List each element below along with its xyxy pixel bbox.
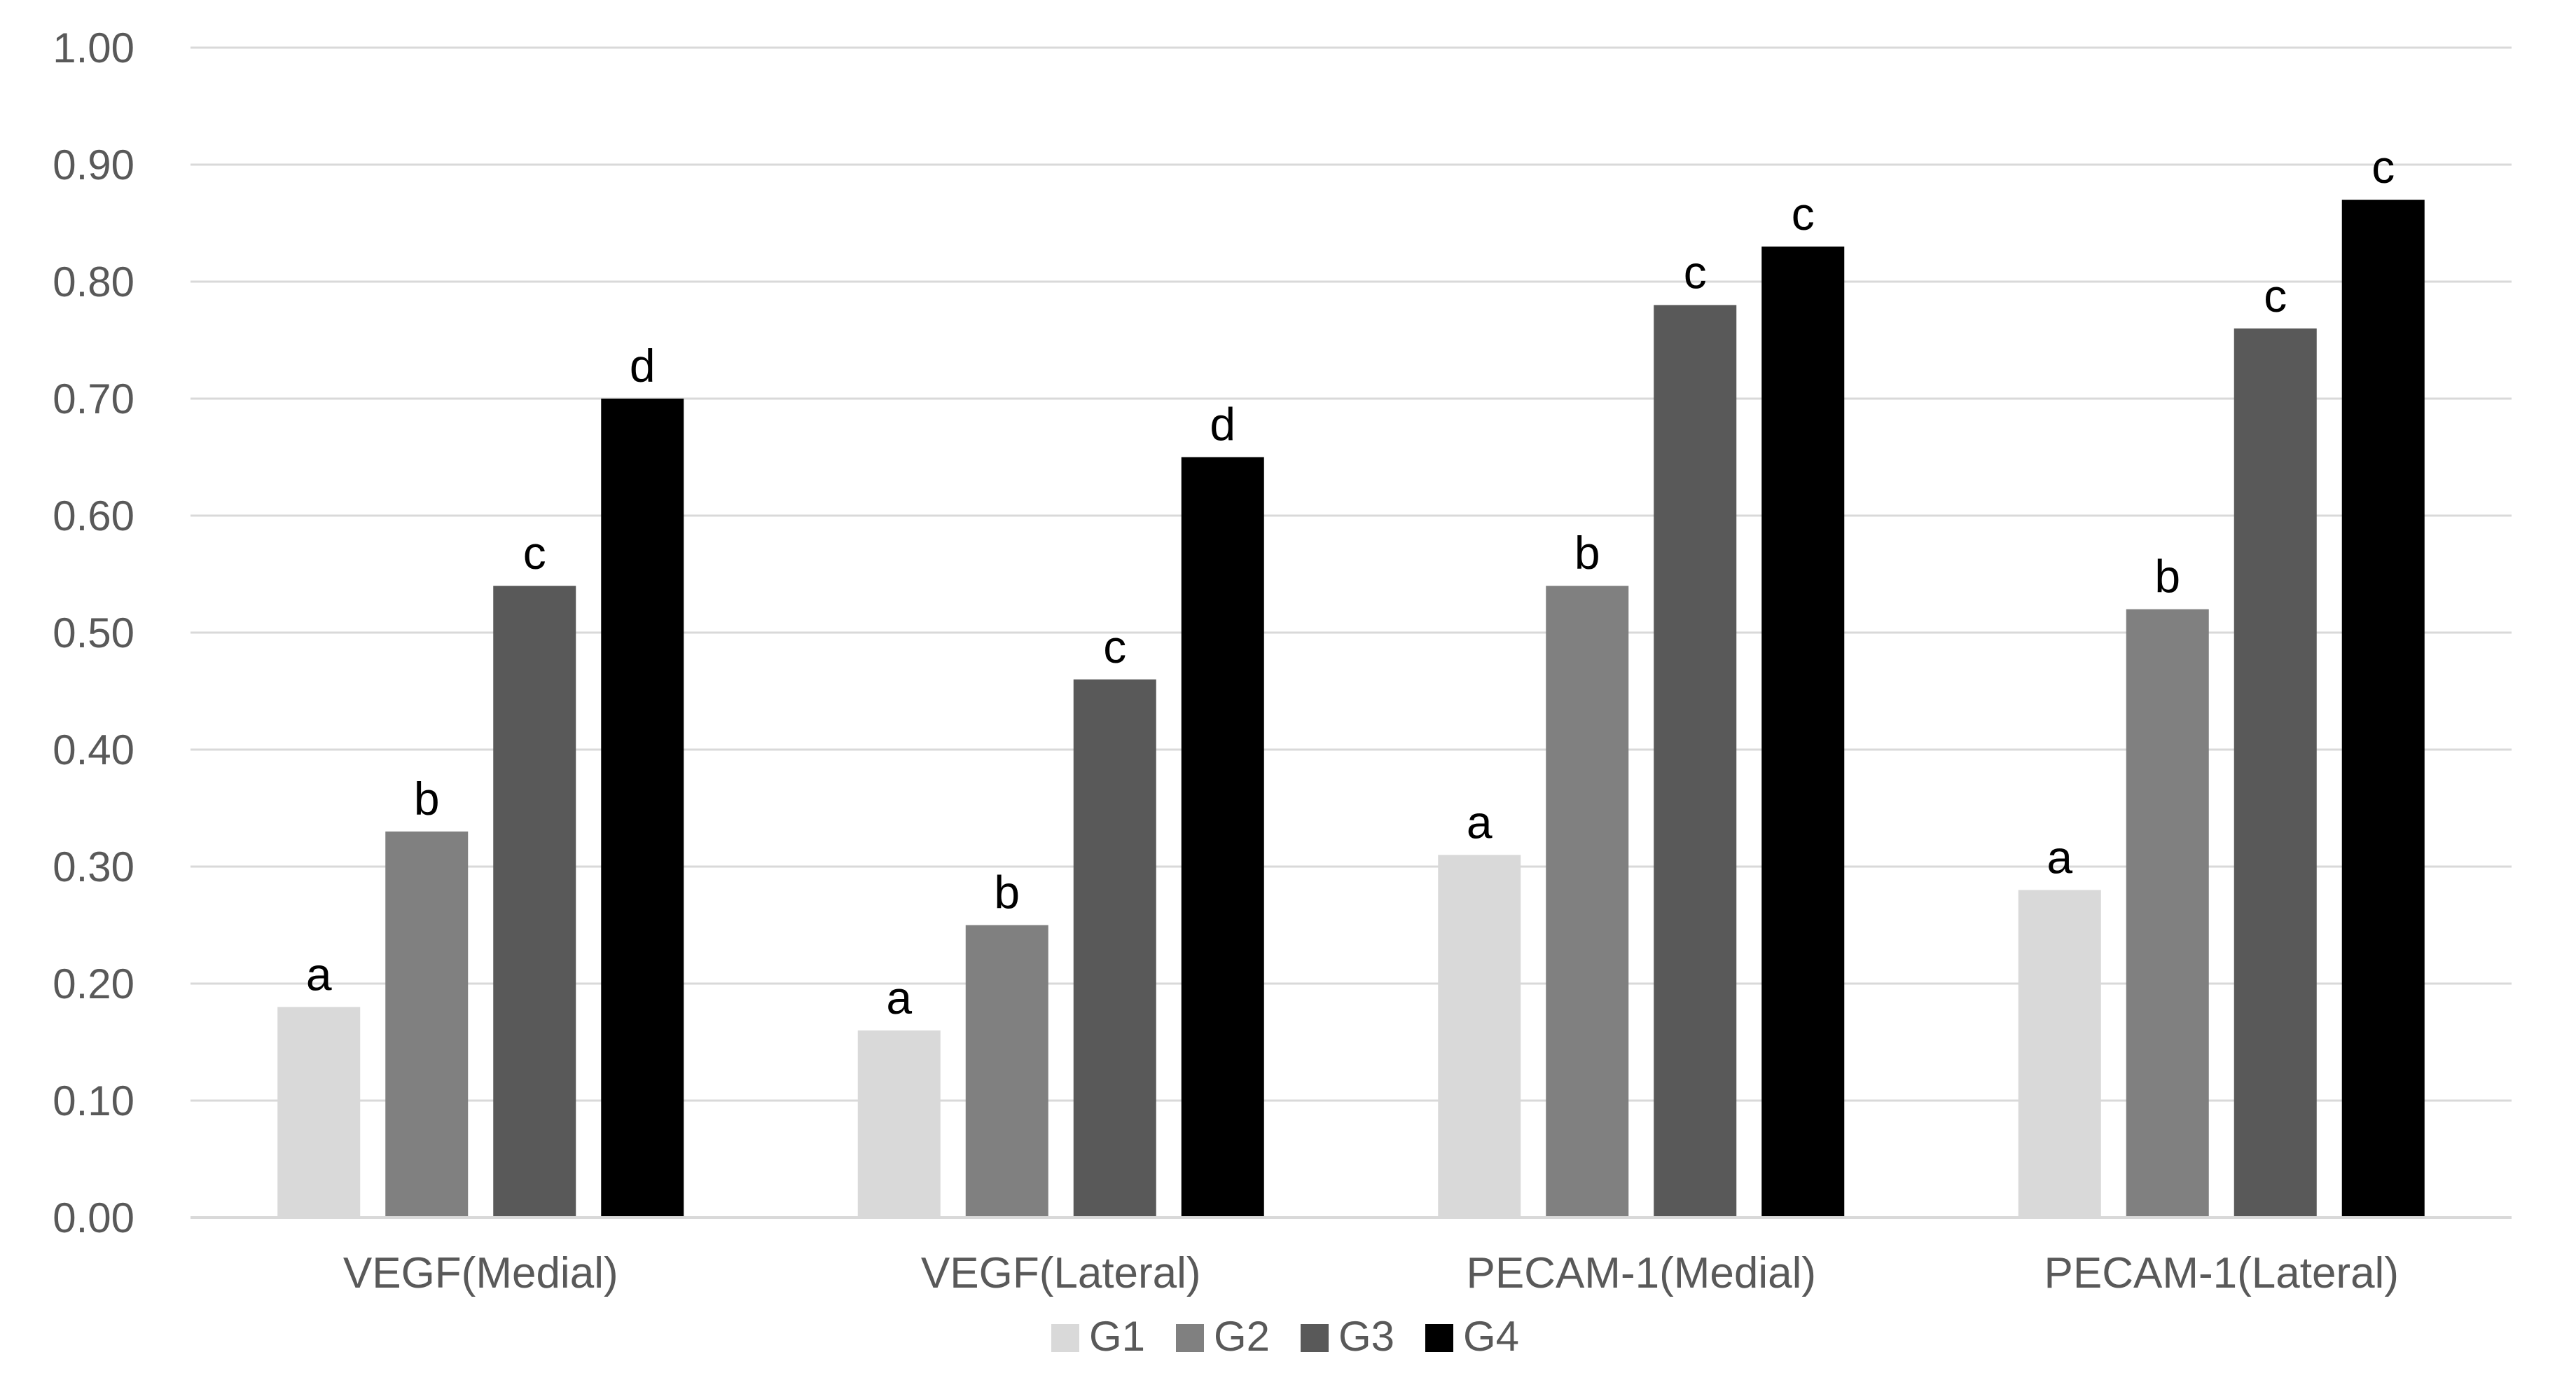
data-label-g4-4: c (2371, 141, 2395, 193)
x-category-label: VEGF(Medial) (343, 1249, 618, 1297)
legend-label-g2: G2 (1214, 1313, 1270, 1360)
x-category-label: PECAM-1(Medial) (1466, 1249, 1816, 1297)
bar-g1-4 (2018, 890, 2101, 1218)
legend-swatch-g1 (1051, 1324, 1079, 1352)
y-tick-label: 0.20 (53, 960, 134, 1007)
bar-g1-2 (857, 1030, 941, 1218)
bar-g4-2 (1181, 457, 1264, 1218)
data-label-g4-1: d (630, 340, 656, 392)
bar-g4-1 (601, 399, 684, 1218)
y-axis-tick-labels: 0.00 0.10 0.20 0.30 0.40 0.50 0.60 0.70 0.80 0.90… (53, 25, 134, 1241)
legend-label-g1: G1 (1089, 1313, 1145, 1360)
legend-swatch-g4 (1425, 1324, 1453, 1352)
data-label-g1-3: a (1467, 796, 1493, 848)
data-labels: a b c d a b c d a b c c a b c c (306, 141, 2395, 1024)
bar-g2-2 (965, 925, 1048, 1218)
data-label-g3-3: c (1684, 246, 1707, 298)
bar-g3-2 (1073, 679, 1156, 1218)
bar-g1-3 (1438, 855, 1521, 1218)
data-label-g3-4: c (2264, 270, 2287, 322)
data-label-g3-1: c (523, 527, 546, 579)
bar-g1-1 (277, 1007, 361, 1218)
y-tick-label: 0.90 (53, 142, 134, 188)
x-axis-category-labels: VEGF(Medial) VEGF(Lateral) PECAM-1(Medial)… (343, 1249, 2399, 1297)
x-category-label: PECAM-1(Lateral) (2044, 1249, 2399, 1297)
y-tick-label: 0.30 (53, 843, 134, 890)
y-tick-label: 0.40 (53, 726, 134, 773)
y-tick-label: 1.00 (53, 25, 134, 71)
bar-g2-4 (2126, 609, 2209, 1218)
data-label-g1-2: a (886, 972, 912, 1024)
data-label-g2-3: b (1574, 527, 1600, 579)
y-tick-label: 0.10 (53, 1077, 134, 1124)
legend-swatch-g2 (1176, 1324, 1204, 1352)
data-label-g2-4: b (2154, 551, 2180, 602)
bar-g3-4 (2234, 328, 2317, 1218)
bar-g2-1 (385, 831, 469, 1218)
data-label-g3-2: c (1103, 621, 1126, 673)
legend-label-g3: G3 (1338, 1313, 1394, 1360)
x-category-label: VEGF(Lateral) (921, 1249, 1201, 1297)
y-tick-label: 0.70 (53, 375, 134, 422)
y-tick-label: 0.50 (53, 609, 134, 656)
bar-g3-3 (1654, 305, 1737, 1218)
data-label-g2-2: b (994, 867, 1020, 918)
y-tick-label: 0.60 (53, 492, 134, 539)
bars (277, 200, 2425, 1218)
data-label-g1-1: a (306, 948, 332, 1000)
y-tick-label: 0.80 (53, 259, 134, 305)
gridlines (191, 46, 2512, 1102)
data-label-g4-3: c (1792, 188, 1815, 240)
legend: G1 G2 G3 G4 (1051, 1313, 1519, 1360)
data-label-g1-4: a (2047, 831, 2072, 883)
data-label-g4-2: d (1210, 399, 1235, 450)
bar-g4-3 (1761, 246, 1845, 1218)
bar-g3-1 (493, 586, 576, 1218)
bar-g4-4 (2341, 200, 2425, 1218)
y-tick-label: 0.00 (53, 1194, 134, 1241)
legend-swatch-g3 (1301, 1324, 1329, 1352)
bar-g2-3 (1546, 586, 1629, 1218)
legend-label-g4: G4 (1463, 1313, 1519, 1360)
data-label-g2-1: b (414, 773, 440, 825)
